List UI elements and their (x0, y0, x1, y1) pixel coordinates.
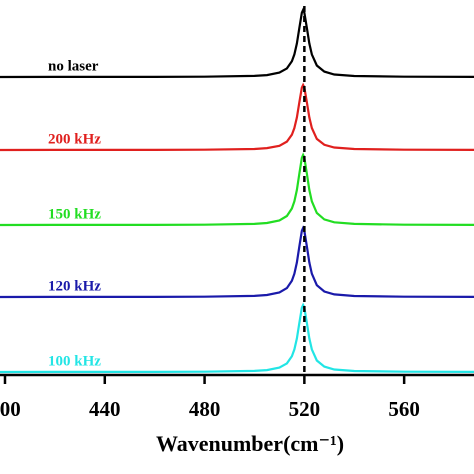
x-tick-label: 440 (89, 397, 121, 421)
x-tick-label: 480 (189, 397, 221, 421)
series-label: 120 kHz (48, 278, 101, 294)
spectrum-line (0, 225, 474, 299)
series-label: 200 kHz (48, 131, 101, 147)
series-label: 100 kHz (48, 353, 101, 369)
x-axis-label: Wavenumber(cm⁻¹) (156, 431, 344, 456)
spectrum-line (0, 7, 474, 79)
series-label: no laser (48, 58, 99, 74)
series-label: 150 kHz (48, 206, 101, 222)
spectrum-line (0, 82, 474, 152)
x-tick-label: 520 (289, 397, 321, 421)
spectrum-line (0, 152, 474, 227)
x-tick-label: 400 (0, 397, 21, 421)
spectrum-line (0, 302, 474, 374)
x-tick-label: 560 (388, 397, 420, 421)
